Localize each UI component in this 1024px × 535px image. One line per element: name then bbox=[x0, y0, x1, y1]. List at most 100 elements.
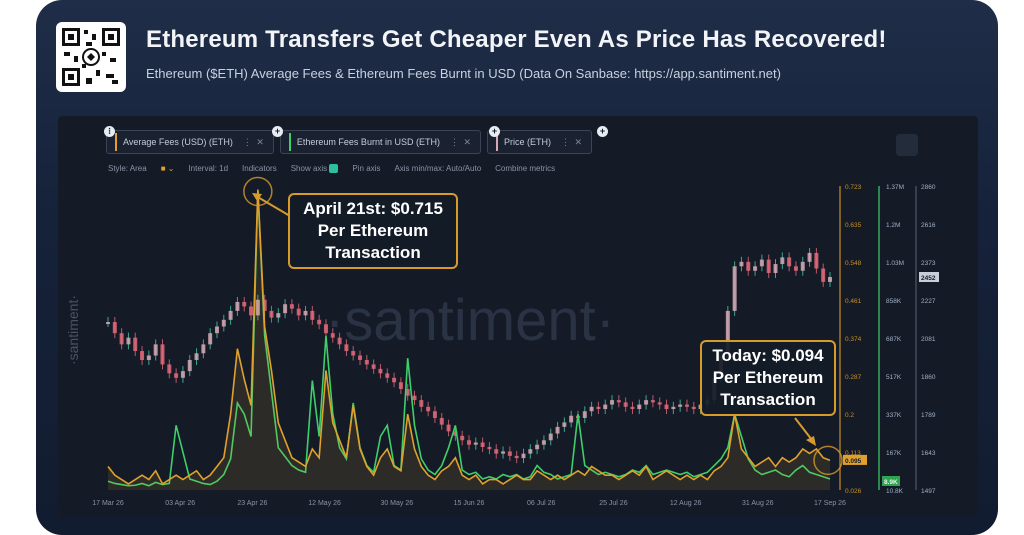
price-candle bbox=[644, 400, 649, 405]
price-candle bbox=[637, 404, 642, 410]
drag-handle-icon[interactable]: ⁝ bbox=[104, 126, 115, 137]
price-candle bbox=[221, 319, 226, 327]
burnt-tick-label: 337K bbox=[886, 412, 902, 419]
metric-chip-label: Average Fees (USD) (ETH) bbox=[123, 137, 233, 147]
price-candle bbox=[807, 252, 812, 262]
price-candle bbox=[398, 382, 403, 389]
chart-panel bbox=[58, 116, 978, 518]
price-current-badge bbox=[919, 271, 939, 282]
burnt-tick-label: 1.2M bbox=[886, 222, 900, 229]
price-candle bbox=[725, 310, 730, 356]
chart-options-row: Style: Area ■ ⌄ Interval: 1d Indicators … bbox=[108, 164, 556, 174]
fees-tick-label: 0.723 bbox=[845, 184, 862, 191]
today-arrow-head-icon bbox=[806, 436, 816, 446]
burnt-tick-label: 1.37M bbox=[886, 184, 904, 191]
price-candle bbox=[344, 344, 349, 352]
price-tick-label: 2227 bbox=[921, 298, 936, 305]
fees-tick-label: 0.548 bbox=[845, 260, 862, 267]
average-fees-line bbox=[107, 189, 831, 486]
price-candle bbox=[255, 299, 260, 316]
add-metric-icon[interactable]: + bbox=[597, 126, 608, 137]
price-candle bbox=[759, 259, 764, 267]
price-current-value: 2452 bbox=[921, 275, 936, 282]
price-candle bbox=[616, 400, 621, 403]
x-tick-label: 12 May 26 bbox=[308, 500, 341, 507]
x-tick-label: 17 Mar 26 bbox=[92, 500, 124, 507]
price-candle bbox=[555, 426, 560, 434]
color-swatch-icon[interactable]: ■ ⌄ bbox=[160, 164, 175, 173]
today-highlight-circle bbox=[813, 445, 843, 476]
combine-metrics-button[interactable]: Combine metrics bbox=[495, 164, 556, 173]
fees-tick-label: 0.461 bbox=[845, 298, 862, 305]
metric-toolbar: Average Fees (USD) (ETH) ⋮ ✕ Ethereum Fe… bbox=[106, 130, 593, 154]
indicators-select[interactable]: Indicators bbox=[242, 164, 277, 173]
settings-button[interactable] bbox=[896, 134, 918, 156]
price-candle bbox=[453, 431, 458, 436]
price-candle bbox=[487, 446, 492, 450]
price-candle bbox=[657, 402, 662, 405]
price-candle bbox=[541, 440, 546, 445]
burnt-tick-label: 858K bbox=[886, 298, 902, 305]
price-candle bbox=[460, 435, 465, 441]
fees-color-bar bbox=[115, 133, 117, 151]
metric-chip-average-fees[interactable]: Average Fees (USD) (ETH) ⋮ ✕ bbox=[106, 130, 274, 154]
price-candle bbox=[323, 324, 328, 334]
price-candle bbox=[780, 257, 785, 265]
add-metric-icon[interactable]: + bbox=[272, 126, 283, 137]
checkbox-checked-icon[interactable] bbox=[329, 164, 339, 174]
x-tick-label: 15 Jun 26 bbox=[454, 500, 485, 507]
price-candle bbox=[746, 261, 751, 271]
burnt-current-badge bbox=[882, 476, 900, 486]
x-tick-label: 17 Sep 26 bbox=[814, 500, 846, 507]
price-candle bbox=[814, 252, 819, 269]
metric-chip-price[interactable]: Price (ETH) ⋮ ✕ bbox=[487, 130, 593, 154]
x-tick-label: 06 Jul 26 bbox=[527, 500, 556, 507]
x-tick-label: 31 Aug 26 bbox=[742, 500, 774, 507]
price-tick-label: 1643 bbox=[921, 450, 936, 457]
price-candle bbox=[480, 442, 485, 447]
price-candle bbox=[467, 440, 471, 445]
add-metric-icon[interactable]: + bbox=[489, 126, 500, 137]
show-axis-label: Show axis bbox=[290, 164, 328, 173]
metric-chip-label: Price (ETH) bbox=[504, 137, 551, 147]
interval-select[interactable]: Interval: 1d bbox=[188, 164, 229, 173]
price-candle bbox=[684, 404, 689, 407]
burnt-color-bar bbox=[288, 133, 291, 151]
price-candle bbox=[351, 351, 356, 356]
side-brand: ·santiment· bbox=[65, 295, 81, 365]
fees-tick-label: 0.2 bbox=[845, 412, 854, 419]
price-candle bbox=[371, 364, 376, 369]
metric-chip-label: Ethereum Fees Burnt in USD (ETH) bbox=[296, 137, 440, 147]
style-select[interactable]: Style: Area bbox=[108, 164, 147, 173]
peak-arrow bbox=[255, 195, 291, 217]
price-candle bbox=[133, 337, 138, 352]
pin-axis-toggle[interactable]: Pin axis bbox=[352, 164, 381, 173]
price-candle bbox=[582, 411, 587, 418]
price-candle bbox=[732, 266, 737, 311]
more-options-icon[interactable]: ⋮ ✕ bbox=[449, 136, 472, 147]
qr-code bbox=[56, 22, 126, 92]
price-candle bbox=[739, 261, 744, 267]
today-arrow bbox=[794, 417, 813, 441]
metric-chip-fees-burnt[interactable]: Ethereum Fees Burnt in USD (ETH) ⋮ ✕ bbox=[279, 130, 481, 154]
more-options-icon[interactable]: ⋮ ✕ bbox=[242, 136, 265, 147]
price-candle bbox=[419, 400, 424, 407]
show-axis-toggle[interactable]: Show axis bbox=[290, 164, 339, 174]
more-options-icon[interactable]: ⋮ ✕ bbox=[561, 136, 584, 147]
today-callout: Today: $0.094 Per Ethereum Transaction bbox=[700, 340, 836, 416]
peak-callout: April 21st: $0.715 Per Ethereum Transact… bbox=[288, 193, 458, 269]
axis-minmax-select[interactable]: Axis min/max: Auto/Auto bbox=[394, 164, 482, 173]
price-color-bar bbox=[496, 133, 498, 151]
price-candle bbox=[317, 319, 322, 325]
price-candle bbox=[432, 411, 437, 418]
x-tick-label: 12 Aug 26 bbox=[670, 500, 702, 507]
price-candle bbox=[514, 455, 519, 459]
price-candle bbox=[201, 344, 206, 354]
price-candle bbox=[228, 310, 233, 320]
price-candle bbox=[501, 451, 506, 454]
burnt-tick-label: 517K bbox=[886, 374, 902, 381]
fees-tick-label: 0.635 bbox=[845, 222, 862, 229]
price-candle bbox=[106, 322, 110, 325]
price-candle bbox=[208, 333, 213, 345]
